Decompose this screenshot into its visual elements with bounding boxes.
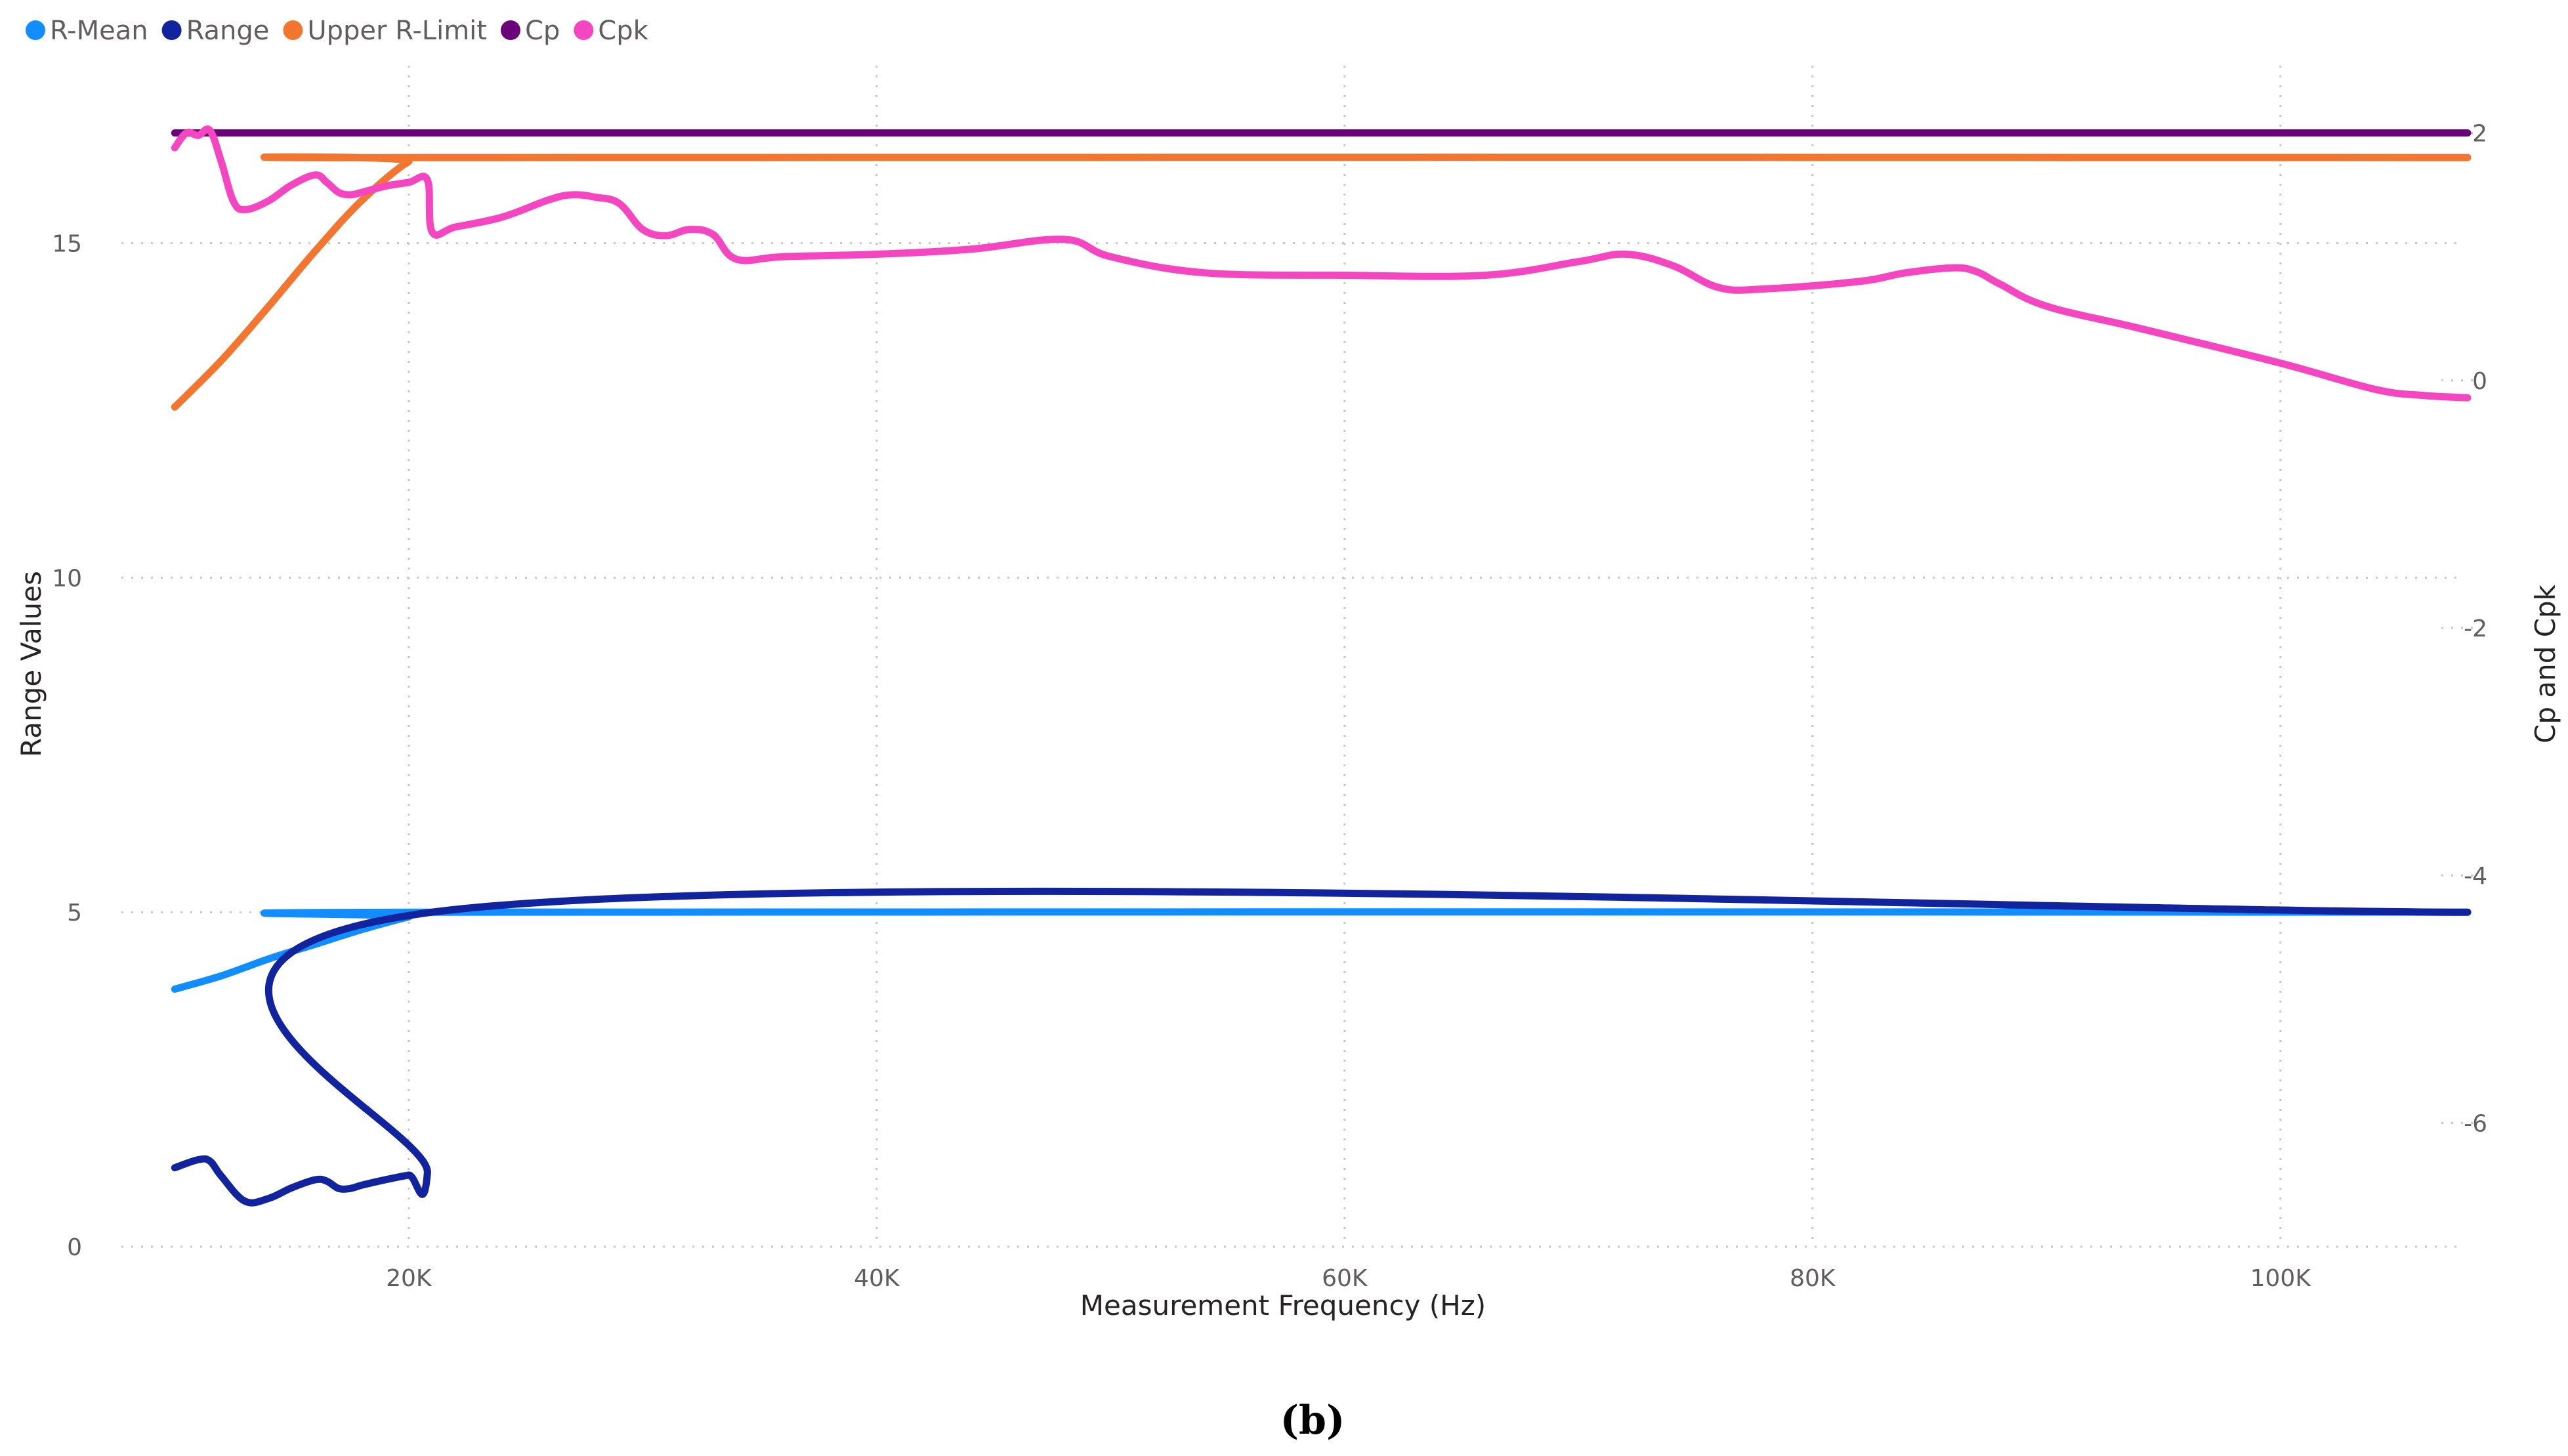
legend-label: Upper R-Limit <box>307 16 487 46</box>
legend-label: R-Mean <box>50 16 148 46</box>
legend-marker <box>500 20 520 40</box>
x-axis-title: Measurement Frequency (Hz) <box>1080 1289 1486 1321</box>
legend-item-cpk[interactable]: Cpk <box>574 16 649 46</box>
legend[interactable]: R-Mean Range Upper R-Limit Cp Cpk <box>26 16 649 46</box>
series-lines <box>171 125 2472 1207</box>
x-tick-label: 80K <box>1790 1265 1836 1292</box>
y-left-tick-label: 10 <box>52 565 82 592</box>
series-line-r-mean <box>171 908 2472 993</box>
x-tick-label: 100K <box>2250 1265 2312 1292</box>
legend-item-upper-r-limit[interactable]: Upper R-Limit <box>283 16 487 46</box>
y-left-tick-label: 15 <box>52 231 82 258</box>
y-axis-right-title: Cp and Cpk <box>2529 584 2561 743</box>
legend-marker <box>161 20 182 40</box>
series-line-cpk <box>171 125 2472 402</box>
y-right-tick-label: -6 <box>2464 1110 2487 1137</box>
x-tick-label: 20K <box>386 1265 432 1292</box>
figure-caption: (b) <box>1280 1398 1345 1444</box>
series-line-upper-r-limit <box>171 153 2472 411</box>
legend-item-range[interactable]: Range <box>161 16 270 46</box>
y-right-tick-label: 0 <box>2472 368 2487 395</box>
y-axis-left-title: Range Values <box>15 571 47 757</box>
legend-item-r-mean[interactable]: R-Mean <box>26 16 148 46</box>
legend-marker <box>574 20 594 40</box>
legend-marker <box>283 20 303 40</box>
legend-item-cp[interactable]: Cp <box>500 16 560 46</box>
gridlines <box>121 66 2481 1248</box>
y-right-tick-label: -2 <box>2464 615 2487 642</box>
x-tick-label: 40K <box>854 1265 900 1292</box>
y-right-tick-label: -4 <box>2464 863 2487 890</box>
y-left-tick-label: 0 <box>67 1234 82 1261</box>
y-left-tick-label: 5 <box>67 900 82 926</box>
legend-label: Range <box>186 16 270 46</box>
legend-label: Cpk <box>598 16 648 46</box>
legend-marker <box>26 20 45 40</box>
x-tick-label: 60K <box>1322 1265 1368 1292</box>
series-line-range <box>171 887 2472 1207</box>
legend-label: Cp <box>525 16 560 46</box>
y-right-tick-label: 2 <box>2472 121 2487 148</box>
